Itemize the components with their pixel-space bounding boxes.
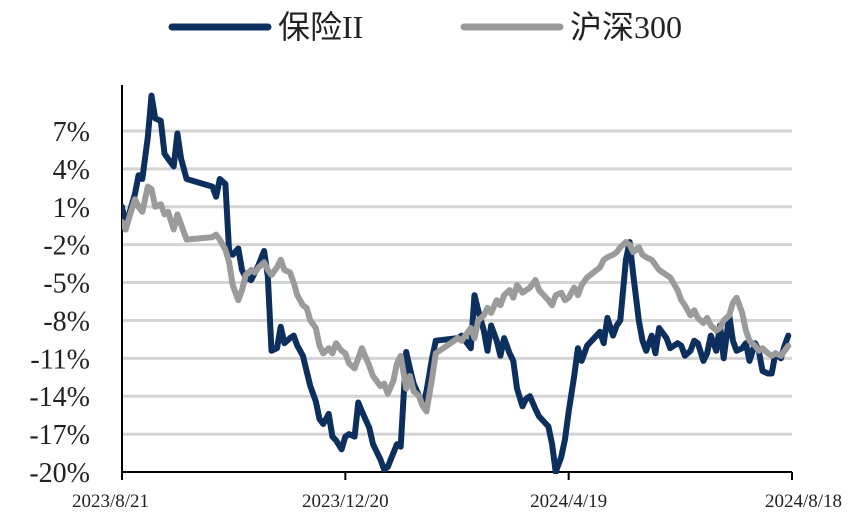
y-tick-label: -14% — [29, 382, 90, 413]
y-tick-label: 1% — [53, 193, 90, 224]
gridlines — [122, 129, 792, 436]
y-tick-label: -11% — [30, 344, 90, 375]
legend-entry-csi300: 沪深300 — [460, 9, 682, 45]
x-tick-label: 2024/4/19 — [530, 491, 607, 512]
legend-label-insurance: 保险II — [278, 9, 363, 45]
series-line-csi300 — [122, 183, 792, 415]
series-layer — [122, 92, 792, 474]
x-tick-label: 2024/8/18 — [765, 491, 842, 512]
y-axis-ticks: 7% 4% 1% -2% -5% -8% -11% -14% -17% -20% — [29, 117, 90, 489]
y-tick-label: -8% — [43, 306, 90, 337]
y-tick-label: 7% — [53, 117, 90, 148]
x-tick-label: 2023/12/20 — [302, 491, 389, 512]
legend: 保险II 沪深300 — [168, 9, 682, 45]
y-tick-label: -2% — [43, 231, 90, 262]
y-tick-label: -5% — [43, 269, 90, 300]
x-tick-label: 2023/8/21 — [72, 491, 149, 512]
legend-entry-insurance: 保险II — [168, 9, 363, 45]
x-axis: 2023/8/21 2023/12/20 2024/4/19 2024/8/18 — [72, 85, 842, 512]
legend-label-csi300: 沪深300 — [570, 9, 682, 45]
y-tick-label: -17% — [29, 420, 90, 451]
y-tick-label: 4% — [53, 155, 90, 186]
y-tick-label: -20% — [29, 458, 90, 489]
